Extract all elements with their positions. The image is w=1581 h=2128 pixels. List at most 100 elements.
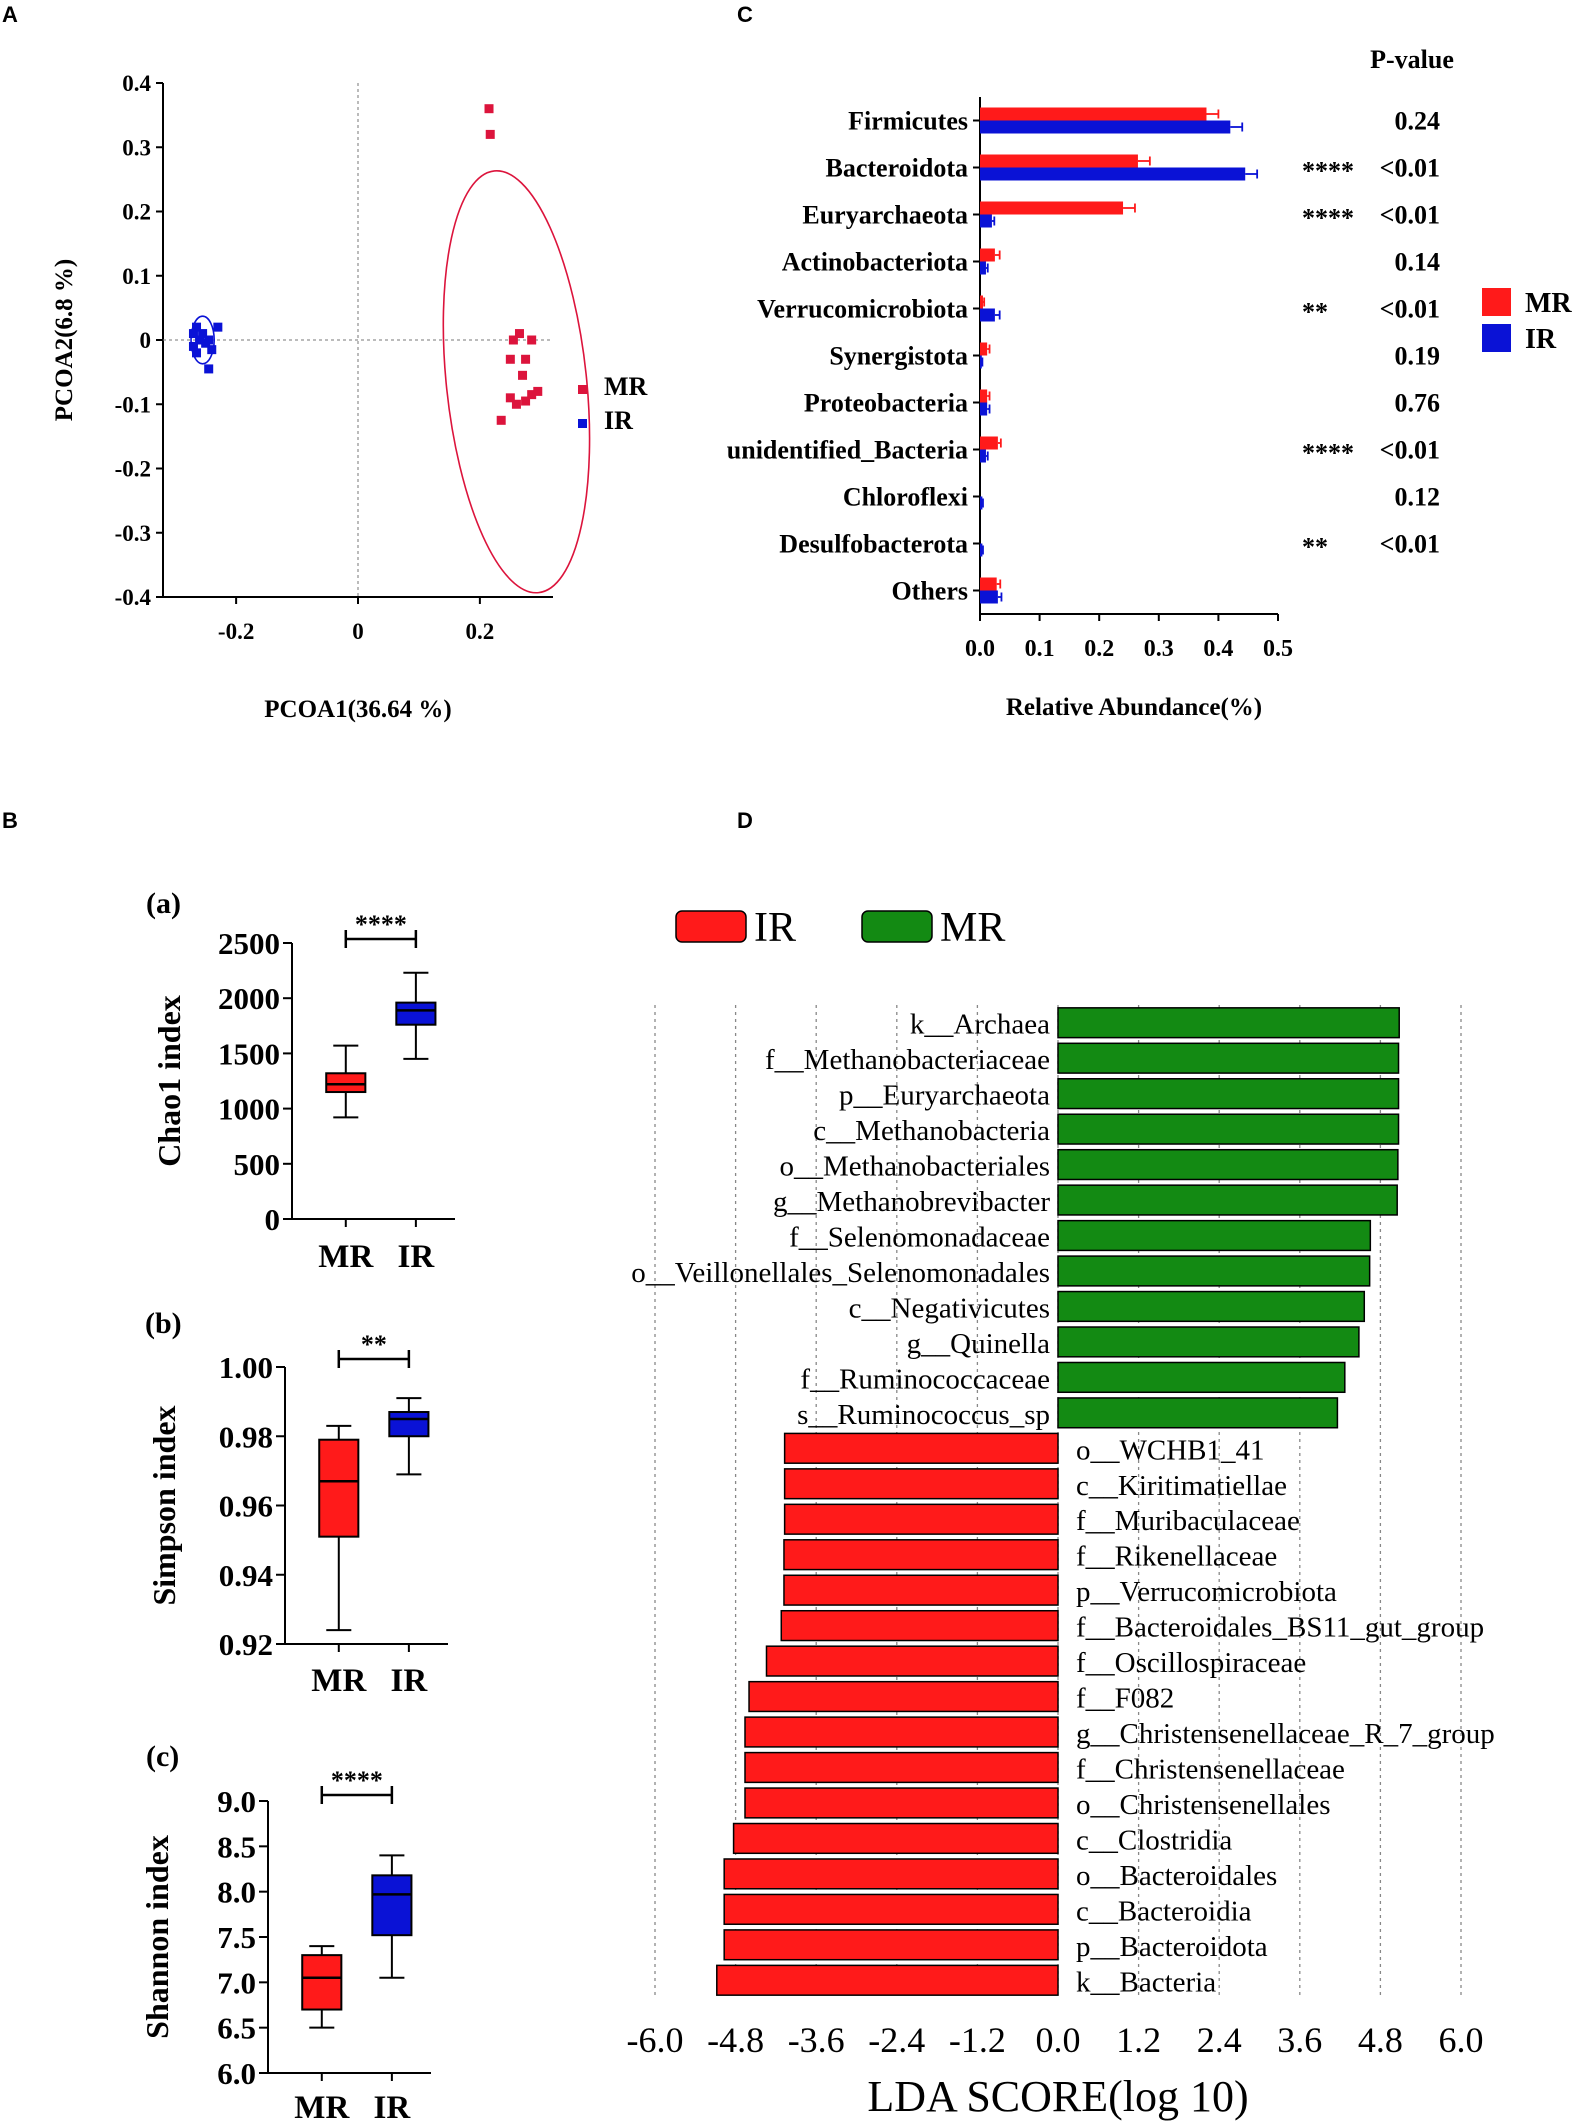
significance-marker: ****: [1302, 439, 1354, 468]
lda-feature-label: p__Verrucomicrobiota: [1076, 1576, 1337, 1608]
lda-bar-mr: [1057, 1397, 1339, 1429]
lda-bar-mr: [1057, 1113, 1400, 1145]
abundance-legend-swatch-ir: [1482, 324, 1511, 352]
abundance-x-tick-label: 0.0: [965, 636, 995, 662]
lda-x-tick-label: 0.0: [1036, 2020, 1081, 2060]
pvalue-value: <0.01: [1380, 436, 1440, 465]
pcoa-point-mr: [496, 415, 506, 425]
lda-bar-ir: [780, 1609, 1059, 1642]
boxplot-y-tick-label: 6.5: [217, 2011, 256, 2046]
pcoa-legend-label-ir: IR: [604, 406, 633, 435]
abundance-bar-ir: [980, 543, 983, 557]
lda-feature-label: f__Bacteroidales_BS11_gut_group: [1076, 1612, 1484, 1644]
abundance-bar-ir: [980, 402, 988, 416]
pvalue-value: <0.01: [1380, 201, 1440, 230]
pcoa-x-label: PCOA1(36.64 %): [264, 696, 451, 723]
boxplot-sublabel: (c): [146, 1740, 179, 1773]
lda-feature-label: c__Methanobacteria: [813, 1115, 1050, 1147]
pvalue-value: <0.01: [1380, 530, 1440, 559]
boxplot-y-tick-label: 0.92: [219, 1627, 273, 1662]
panel-letter-b: B: [2, 808, 18, 833]
pcoa-point-mr: [505, 354, 515, 364]
pcoa-point-mr: [527, 335, 537, 345]
pcoa-y-tick-label: -0.3: [115, 521, 151, 546]
boxplot-significance: ****: [331, 1766, 383, 1795]
pcoa-point-ir: [188, 329, 198, 339]
boxplot-y-tick-label: 0: [265, 1202, 281, 1237]
boxplot-x-label: MR: [311, 1663, 367, 1699]
boxplot-y-tick-label: 0.94: [219, 1558, 273, 1593]
boxplot-y-tick-label: 9.0: [217, 1784, 256, 1819]
abundance-category-label: Euryarchaeota: [802, 201, 968, 230]
lda-bar-mr: [1057, 1078, 1400, 1110]
lda-feature-label: c__Negativicutes: [849, 1292, 1050, 1324]
abundance-legend-label-mr: MR: [1525, 288, 1572, 319]
boxplot-b-c: 9.0 8.5 8.0 7.5 7.0 6.5 6.0 (c) Shannon index MR I…: [139, 1740, 431, 2126]
lda-x-tick-label: -6.0: [627, 2020, 684, 2060]
pvalue-header: P-value: [1370, 45, 1454, 74]
boxplot-y-tick-label: 2000: [218, 981, 280, 1016]
lda-bar-ir: [723, 1929, 1059, 1961]
abundance-category-label: Others: [891, 577, 968, 606]
significance-marker: **: [1302, 298, 1328, 327]
abundance-category-label: Synergistota: [829, 342, 968, 371]
lda-feature-label: f__Selenomonadaceae: [789, 1222, 1050, 1254]
abundance-bar-mr: [980, 389, 988, 403]
pcoa-point-ir: [204, 364, 214, 374]
abundance-category-label: Chloroflexi: [843, 483, 968, 512]
lda-bar-ir: [783, 1574, 1059, 1606]
lda-feature-label: o__WCHB1_41: [1076, 1434, 1265, 1466]
abundance-category-label: Firmicutes: [848, 107, 968, 136]
pcoa-point-mr: [505, 393, 515, 403]
lda-bar-mr: [1057, 1326, 1360, 1358]
boxplot-box-ir: [395, 1001, 437, 1026]
lda-feature-label: c__Clostridia: [1076, 1824, 1232, 1856]
boxplot-y-tick-label: 0.98: [219, 1419, 273, 1454]
abundance-bar-mr: [980, 248, 995, 262]
lda-feature-label: k__Bacteria: [1076, 1966, 1216, 1998]
boxplot-y-tick-label: 1500: [218, 1036, 280, 1071]
boxplot-box-ir: [388, 1411, 430, 1438]
lda-feature-label: f__Oscillospiraceae: [1076, 1647, 1306, 1679]
lda-x-tick-label: -2.4: [868, 2020, 925, 2060]
lda-bar-mr: [1057, 1290, 1366, 1323]
lda-bar-ir: [783, 1539, 1059, 1571]
boxplot-y-tick-label: 8.5: [217, 1829, 256, 1864]
pcoa-y-tick-label: 0.2: [122, 200, 151, 225]
lda-bar-ir: [744, 1716, 1059, 1748]
boxplot-y-tick-label: 7.5: [217, 1920, 256, 1955]
lda-bar-ir: [748, 1680, 1059, 1713]
boxplot-significance: **: [361, 1330, 387, 1359]
lda-feature-label: f__Muribaculaceae: [1076, 1505, 1300, 1537]
pcoa-point-ir: [188, 341, 198, 351]
lda-feature-label: g__Methanobrevibacter: [773, 1186, 1050, 1218]
boxplot-x-label: IR: [374, 2090, 412, 2126]
significance-marker: ****: [1302, 157, 1354, 186]
abundance-bar-mr: [980, 436, 998, 450]
significance-marker: ****: [1302, 204, 1354, 233]
lda-feature-label: o__Bacteroidales: [1076, 1860, 1277, 1892]
pcoa-point-mr: [511, 399, 521, 409]
abundance-legend-swatch-mr: [1482, 288, 1511, 316]
lda-bar-mr: [1057, 1255, 1371, 1287]
abundance-bar-ir: [980, 120, 1231, 134]
lda-feature-label: c__Kiritimatiellae: [1076, 1470, 1287, 1502]
abundance-x-tick-label: 0.3: [1144, 636, 1174, 662]
pcoa-point-ir: [192, 348, 202, 358]
pvalue-value: 0.19: [1395, 342, 1441, 371]
abundance-x-label: Relative Abundance(%): [1006, 694, 1262, 721]
abundance-bar-ir: [980, 496, 983, 510]
abundance-bar-ir: [980, 214, 992, 228]
pcoa-point-ir: [195, 335, 205, 345]
abundance-bar-mr: [980, 577, 997, 591]
boxplot-y-tick-label: 0.96: [219, 1489, 273, 1524]
abundance-bar-ir: [980, 261, 986, 275]
pvalue-value: 0.24: [1395, 107, 1441, 136]
boxplot-box-ir: [371, 1874, 413, 1937]
lda-bar-mr: [1057, 1148, 1399, 1181]
lda-bar-ir: [723, 1858, 1059, 1890]
abundance-bar-ir: [980, 355, 982, 369]
lda-legend-swatch-mr: [861, 910, 933, 943]
boxplot-y-label: Shannon index: [139, 1835, 175, 2039]
